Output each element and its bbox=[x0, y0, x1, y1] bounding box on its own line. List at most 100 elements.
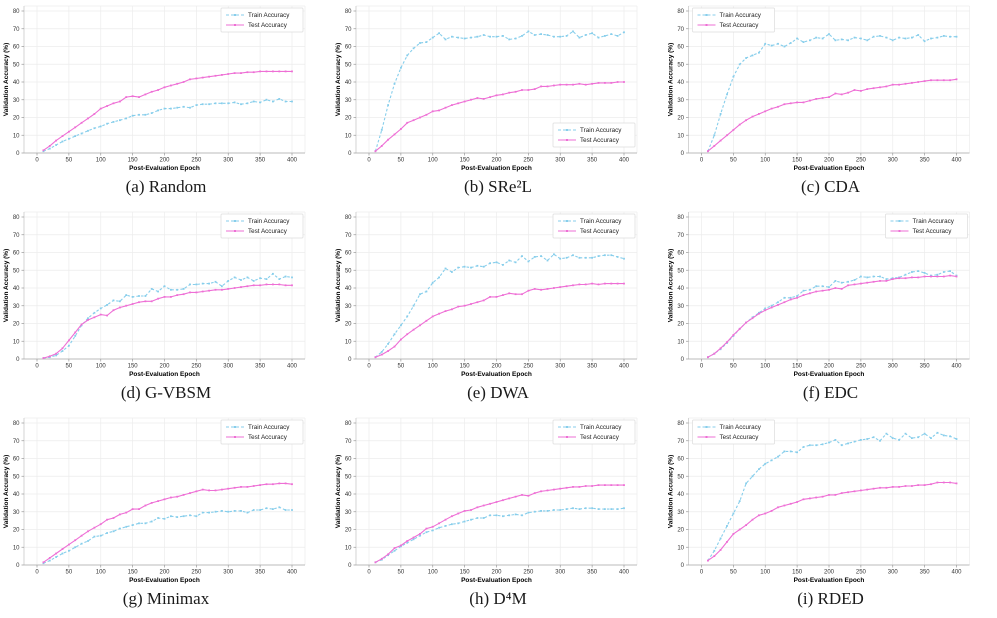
svg-text:Test Accuracy: Test Accuracy bbox=[913, 228, 953, 235]
svg-text:300: 300 bbox=[223, 570, 234, 576]
svg-text:Post-Evaluation Epoch: Post-Evaluation Epoch bbox=[794, 165, 865, 172]
svg-text:Test Accuracy: Test Accuracy bbox=[248, 228, 288, 235]
svg-text:Test Accuracy: Test Accuracy bbox=[580, 137, 620, 144]
panel-gvbsm: 0 50 100 150 200 250 300 350 400 0 10 20 30 40 50 60 70 8… bbox=[0, 206, 332, 412]
svg-text:300: 300 bbox=[555, 364, 566, 370]
svg-text:Post-Evaluation Epoch: Post-Evaluation Epoch bbox=[129, 165, 200, 172]
svg-text:Validation Accuracy (%): Validation Accuracy (%) bbox=[335, 249, 342, 322]
svg-text:60: 60 bbox=[345, 457, 352, 463]
panel-random: 0 50 100 150 200 250 300 350 400 0 10 20 30 40 50 60 70 8… bbox=[0, 0, 332, 206]
svg-text:250: 250 bbox=[523, 570, 534, 576]
svg-text:Train Accuracy: Train Accuracy bbox=[580, 127, 622, 134]
svg-text:100: 100 bbox=[96, 158, 107, 164]
svg-text:10: 10 bbox=[677, 339, 684, 345]
svg-text:50: 50 bbox=[13, 268, 20, 274]
svg-text:100: 100 bbox=[428, 158, 439, 164]
svg-text:Test Accuracy: Test Accuracy bbox=[720, 22, 760, 29]
svg-text:400: 400 bbox=[287, 570, 298, 576]
svg-text:70: 70 bbox=[677, 439, 684, 445]
svg-text:20: 20 bbox=[345, 116, 352, 122]
svg-text:60: 60 bbox=[677, 45, 684, 51]
svg-text:Test Accuracy: Test Accuracy bbox=[580, 228, 620, 235]
svg-text:350: 350 bbox=[255, 158, 266, 164]
svg-text:60: 60 bbox=[677, 457, 684, 463]
svg-text:350: 350 bbox=[255, 570, 266, 576]
svg-text:300: 300 bbox=[223, 158, 234, 164]
chart-dwa: 0 50 100 150 200 250 300 350 400 0 10 20 30 40 50 60 70 8… bbox=[335, 211, 638, 378]
svg-text:Train Accuracy: Train Accuracy bbox=[248, 12, 290, 19]
svg-text:0: 0 bbox=[367, 570, 371, 576]
svg-text:40: 40 bbox=[13, 286, 20, 292]
svg-text:Train Accuracy: Train Accuracy bbox=[913, 218, 955, 225]
svg-text:70: 70 bbox=[677, 233, 684, 239]
svg-text:10: 10 bbox=[345, 545, 352, 551]
svg-text:10: 10 bbox=[345, 133, 352, 139]
svg-text:400: 400 bbox=[951, 364, 962, 370]
svg-text:200: 200 bbox=[824, 364, 835, 370]
svg-text:Post-Evaluation Epoch: Post-Evaluation Epoch bbox=[461, 371, 532, 378]
chart-d4m: 0 50 100 150 200 250 300 350 400 0 10 20 30 40 50 60 70 8… bbox=[335, 417, 638, 584]
svg-text:30: 30 bbox=[345, 304, 352, 310]
svg-text:100: 100 bbox=[760, 364, 771, 370]
svg-text:10: 10 bbox=[677, 545, 684, 551]
svg-text:30: 30 bbox=[677, 98, 684, 104]
panel-srel: 0 50 100 150 200 250 300 350 400 0 10 20 30 40 50 60 70 8… bbox=[332, 0, 664, 206]
svg-text:50: 50 bbox=[66, 364, 73, 370]
svg-text:200: 200 bbox=[159, 364, 170, 370]
svg-text:250: 250 bbox=[856, 158, 867, 164]
svg-text:400: 400 bbox=[619, 158, 630, 164]
svg-text:250: 250 bbox=[856, 570, 867, 576]
svg-text:100: 100 bbox=[428, 364, 439, 370]
svg-text:Test Accuracy: Test Accuracy bbox=[248, 434, 288, 441]
panel-caption: (c) CDA bbox=[800, 177, 860, 196]
svg-text:30: 30 bbox=[677, 304, 684, 310]
svg-text:50: 50 bbox=[345, 268, 352, 274]
svg-text:50: 50 bbox=[677, 62, 684, 68]
chart-minimax: 0 50 100 150 200 250 300 350 400 0 10 20 30 40 50 60 70 8… bbox=[3, 417, 306, 584]
svg-text:Post-Evaluation Epoch: Post-Evaluation Epoch bbox=[794, 371, 865, 378]
svg-text:70: 70 bbox=[345, 439, 352, 445]
chart-rded: 0 50 100 150 200 250 300 350 400 0 10 20 30 40 50 60 70 8… bbox=[668, 417, 970, 584]
svg-text:300: 300 bbox=[555, 570, 566, 576]
panel-caption: (g) Minimax bbox=[122, 589, 210, 608]
svg-text:20: 20 bbox=[677, 528, 684, 534]
svg-text:250: 250 bbox=[523, 158, 534, 164]
svg-text:0: 0 bbox=[35, 364, 39, 370]
svg-text:20: 20 bbox=[677, 322, 684, 328]
chart-srel: 0 50 100 150 200 250 300 350 400 0 10 20 30 40 50 60 70 8… bbox=[335, 5, 638, 172]
svg-text:50: 50 bbox=[730, 570, 737, 576]
svg-text:0: 0 bbox=[16, 563, 20, 569]
panel-caption: (h) D⁴M bbox=[469, 589, 527, 608]
svg-text:150: 150 bbox=[460, 364, 471, 370]
svg-text:70: 70 bbox=[677, 27, 684, 33]
svg-text:350: 350 bbox=[587, 158, 598, 164]
svg-text:10: 10 bbox=[13, 133, 20, 139]
svg-text:Train Accuracy: Train Accuracy bbox=[248, 424, 290, 431]
svg-text:300: 300 bbox=[888, 158, 899, 164]
svg-text:70: 70 bbox=[345, 27, 352, 33]
svg-text:Post-Evaluation Epoch: Post-Evaluation Epoch bbox=[794, 577, 865, 584]
svg-text:Post-Evaluation Epoch: Post-Evaluation Epoch bbox=[129, 577, 200, 584]
svg-text:80: 80 bbox=[677, 215, 684, 221]
svg-text:80: 80 bbox=[13, 9, 20, 15]
svg-text:300: 300 bbox=[888, 570, 899, 576]
svg-text:0: 0 bbox=[700, 158, 704, 164]
svg-text:80: 80 bbox=[677, 9, 684, 15]
chart-edc: 0 50 100 150 200 250 300 350 400 0 10 20 30 40 50 60 70 8… bbox=[668, 211, 970, 378]
svg-text:60: 60 bbox=[677, 251, 684, 257]
svg-text:30: 30 bbox=[345, 98, 352, 104]
svg-text:70: 70 bbox=[13, 439, 20, 445]
svg-text:50: 50 bbox=[677, 474, 684, 480]
svg-text:50: 50 bbox=[398, 570, 405, 576]
svg-text:150: 150 bbox=[792, 570, 803, 576]
svg-text:50: 50 bbox=[677, 268, 684, 274]
svg-text:0: 0 bbox=[348, 563, 352, 569]
svg-text:250: 250 bbox=[191, 364, 202, 370]
svg-text:50: 50 bbox=[730, 364, 737, 370]
svg-text:70: 70 bbox=[13, 27, 20, 33]
svg-text:Validation Accuracy (%): Validation Accuracy (%) bbox=[3, 43, 10, 116]
svg-text:Validation Accuracy (%): Validation Accuracy (%) bbox=[3, 249, 10, 322]
svg-text:Validation Accuracy (%): Validation Accuracy (%) bbox=[335, 455, 342, 528]
svg-text:150: 150 bbox=[460, 570, 471, 576]
